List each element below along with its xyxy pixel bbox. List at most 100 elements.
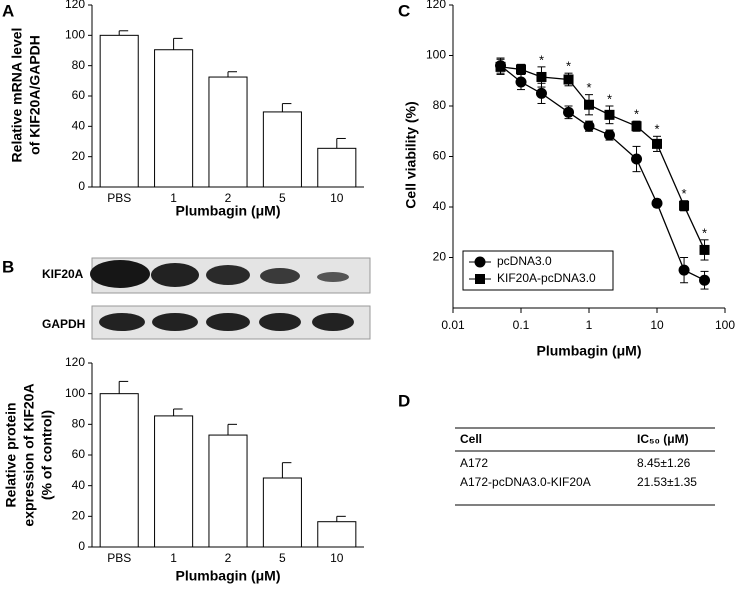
point [563, 74, 574, 85]
ic50-table: D Cell IC₅₀ (μM) A172 8.45±1.26 A172-pcD… [398, 391, 715, 506]
legend-label: KIF20A-pcDNA3.0 [497, 271, 596, 285]
y-axis-label: (% of control) [39, 410, 55, 500]
band [206, 265, 250, 285]
band [206, 313, 250, 331]
y-tick-label: 120 [65, 355, 85, 369]
significance-mark: * [654, 122, 659, 137]
x-tick-label: 5 [279, 551, 286, 565]
y-tick-label: 0 [78, 539, 85, 553]
bar [99, 393, 139, 548]
bar [317, 147, 357, 188]
y-tick-label: 100 [426, 48, 446, 62]
x-axis-label: Plumbagin (μM) [176, 203, 281, 219]
significance-mark: * [682, 186, 687, 201]
y-axis-label: Cell viability (%) [403, 101, 419, 208]
point [604, 109, 615, 120]
x-tick-label: 1 [586, 318, 593, 332]
bar [154, 415, 194, 548]
band [317, 272, 349, 282]
point [535, 87, 547, 99]
significance-mark: * [634, 107, 639, 122]
point [603, 129, 615, 141]
x-tick-label: 10 [330, 551, 344, 565]
x-tick-label: PBS [107, 551, 131, 565]
bar [317, 521, 357, 548]
panel-letter: A [2, 1, 14, 20]
y-tick-label: 120 [65, 0, 85, 11]
y-tick-label: 0 [78, 179, 85, 193]
western-blot: KIF20A GAPDH [42, 257, 371, 340]
band [99, 313, 145, 331]
table-cell: 21.53±1.35 [637, 475, 697, 489]
y-tick-label: 40 [72, 478, 86, 492]
table-cell: A172 [460, 456, 488, 470]
y-tick-label: 100 [65, 386, 85, 400]
panel-letter: B [2, 257, 14, 276]
point [583, 120, 595, 132]
y-axis-label: Relative mRNA level [9, 28, 25, 163]
significance-mark: * [566, 59, 571, 74]
point [536, 71, 547, 82]
table-cell: A172-pcDNA3.0-KIF20A [460, 475, 591, 489]
y-axis-label: Relative protein [3, 402, 19, 507]
bar [208, 434, 248, 548]
band [259, 313, 301, 331]
point [584, 99, 594, 110]
point [516, 64, 526, 75]
y-tick-label: 80 [72, 58, 86, 72]
series-line [500, 65, 705, 281]
point [651, 197, 663, 209]
x-axis-label: Plumbagin (μM) [176, 568, 281, 584]
point [678, 264, 690, 276]
table-cell: 8.45±1.26 [637, 456, 691, 470]
band [312, 313, 354, 331]
point [563, 106, 575, 118]
y-tick-label: 80 [72, 417, 86, 431]
x-tick-label: 5 [279, 191, 286, 205]
y-tick-label: 120 [426, 0, 446, 11]
legend-marker [474, 256, 486, 268]
legend-label: pcDNA3.0 [497, 254, 552, 268]
panel-letter: C [398, 1, 410, 20]
y-tick-label: 80 [433, 98, 447, 112]
x-tick-label: PBS [107, 191, 131, 205]
significance-mark: * [702, 225, 707, 240]
x-tick-label: 1 [170, 191, 177, 205]
point [515, 76, 527, 88]
point [699, 274, 711, 286]
point [495, 61, 506, 72]
y-tick-label: 20 [72, 149, 86, 163]
series-line [500, 66, 706, 251]
significance-mark: * [539, 52, 544, 67]
bar [154, 49, 194, 188]
bar [262, 477, 302, 548]
y-tick-label: 20 [72, 509, 86, 523]
x-tick-label: 1 [170, 551, 177, 565]
y-axis-label: of KIF20A/GAPDH [27, 35, 43, 155]
y-tick-label: 60 [433, 149, 447, 163]
x-tick-label: 0.01 [441, 318, 465, 332]
point [652, 138, 662, 149]
legend-marker [475, 274, 485, 284]
y-tick-label: 20 [433, 250, 447, 264]
x-tick-label: 10 [650, 318, 664, 332]
bar [208, 76, 248, 188]
band [90, 260, 150, 288]
table-header: Cell [460, 432, 482, 446]
significance-mark: * [586, 80, 591, 95]
y-tick-label: 100 [65, 28, 85, 42]
panel-letter: D [398, 391, 410, 410]
bar [99, 34, 139, 188]
x-tick-label: 2 [225, 551, 232, 565]
blot-label: GAPDH [42, 317, 85, 331]
table-header: IC₅₀ (μM) [637, 432, 689, 446]
x-tick-label: 10 [330, 191, 344, 205]
y-tick-label: 40 [72, 119, 86, 133]
y-tick-label: 40 [433, 199, 447, 213]
y-tick-label: 60 [72, 447, 86, 461]
blot-label: KIF20A [42, 267, 84, 281]
point [631, 121, 642, 132]
x-tick-label: 0.1 [513, 318, 530, 332]
legend-box [462, 250, 614, 291]
